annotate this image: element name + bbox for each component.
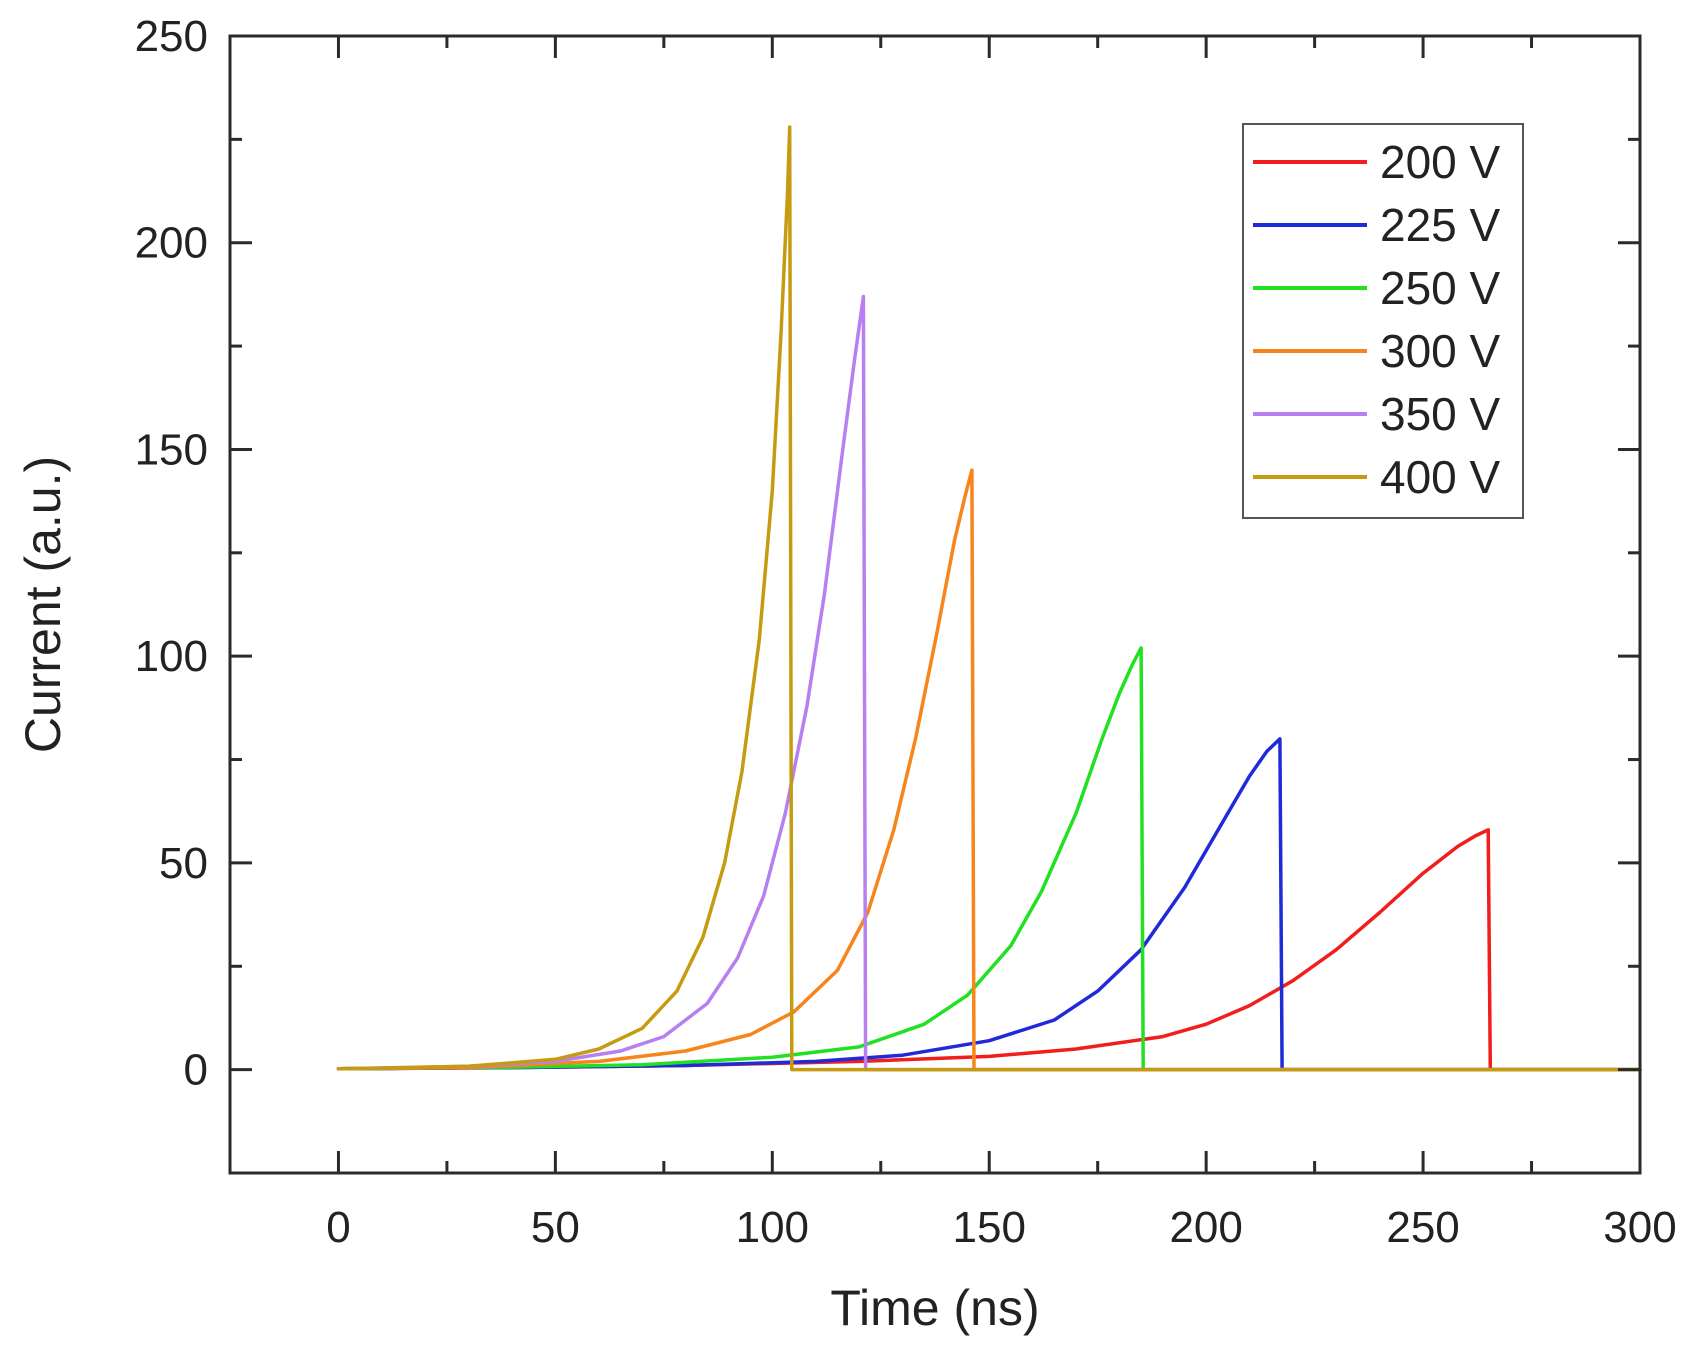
series-line-250-v bbox=[336, 646, 1642, 1072]
legend-box bbox=[1242, 123, 1524, 519]
tick-layer bbox=[228, 34, 1642, 1175]
x-tick-label: 250 bbox=[1386, 1203, 1459, 1252]
series-layer bbox=[336, 125, 1642, 1072]
x-tick-label: 100 bbox=[736, 1203, 809, 1252]
x-tick-label: 50 bbox=[531, 1203, 580, 1252]
legend-label: 350 V bbox=[1380, 388, 1501, 440]
legend-label: 250 V bbox=[1380, 262, 1501, 314]
x-tick-label: 150 bbox=[953, 1203, 1026, 1252]
x-tick-label: 300 bbox=[1603, 1203, 1676, 1252]
series-line-300-v bbox=[336, 468, 1642, 1072]
legend-label: 200 V bbox=[1380, 136, 1501, 188]
series-line-225-v bbox=[336, 737, 1642, 1072]
series-line-200-v bbox=[336, 828, 1642, 1072]
legend-label: 300 V bbox=[1380, 325, 1501, 377]
y-axis-title: Current (a.u.) bbox=[15, 456, 71, 753]
y-tick-label: 0 bbox=[184, 1046, 208, 1095]
tick-label-layer: 0 50 100 150 200 250 300 0 50 100 150 200 250 bbox=[135, 12, 1677, 1252]
plot-frame bbox=[228, 34, 1642, 1175]
series-line-400-v bbox=[336, 125, 1642, 1072]
legend: 200 V 225 V 250 V 300 V 350 V 400 V bbox=[1242, 123, 1524, 519]
legend-label: 400 V bbox=[1380, 451, 1501, 503]
y-tick-label: 50 bbox=[159, 839, 208, 888]
y-tick-label: 200 bbox=[135, 219, 208, 268]
y-tick-label: 150 bbox=[135, 425, 208, 474]
x-axis-title: Time (ns) bbox=[830, 1280, 1039, 1336]
x-tick-label: 200 bbox=[1169, 1203, 1242, 1252]
y-tick-label: 250 bbox=[135, 12, 208, 61]
series-line-350-v bbox=[336, 294, 1642, 1072]
y-tick-label: 100 bbox=[135, 632, 208, 681]
x-tick-label: 0 bbox=[326, 1203, 350, 1252]
legend-label: 225 V bbox=[1380, 199, 1501, 251]
